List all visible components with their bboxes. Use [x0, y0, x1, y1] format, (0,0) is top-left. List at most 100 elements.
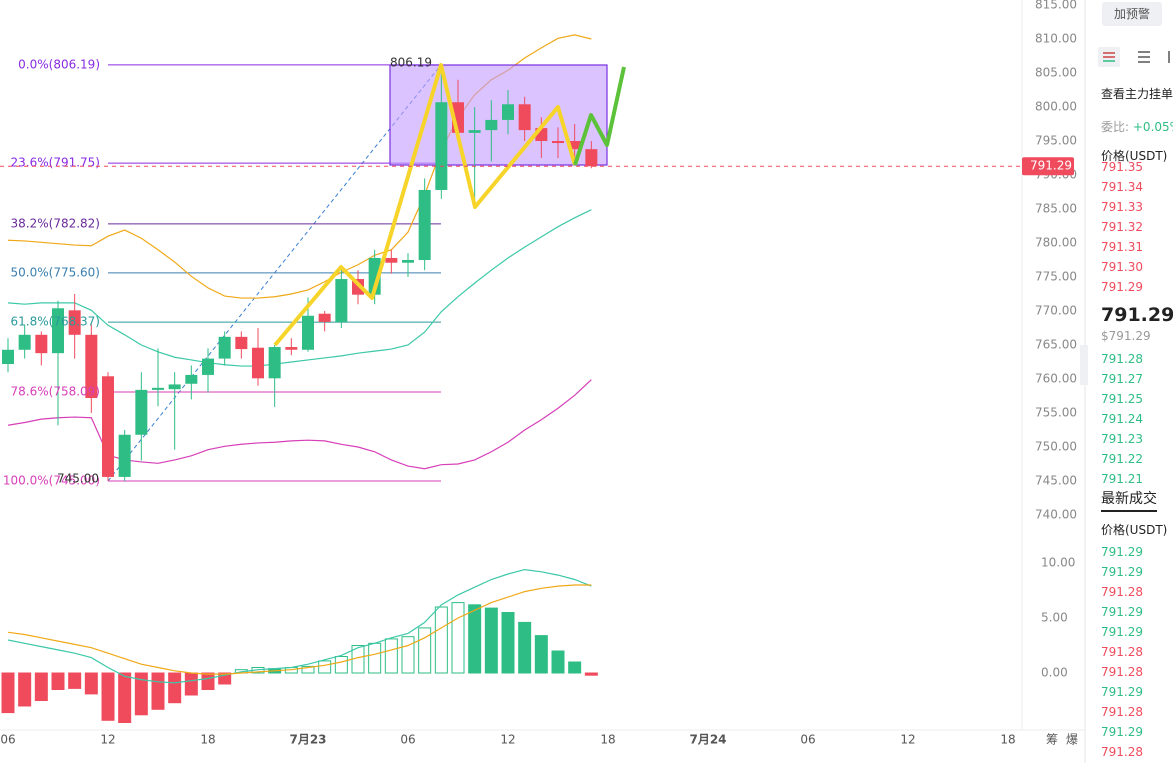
trade-price: 791.29: [1101, 725, 1143, 739]
macd-line: [7, 568, 592, 684]
macd-bar: [584, 672, 598, 676]
x-tick-label: 12: [500, 733, 515, 747]
macd-bar: [568, 661, 582, 674]
ratio-value: +0.05%: [1132, 120, 1173, 134]
order-panel: 加预警 查看主力挂单 委比: +0.05% 价格(USDT) 791.35 791…: [1088, 0, 1173, 763]
fib-label: 23.6%(791.75): [11, 156, 100, 170]
y-tick-label: 785.00: [1035, 202, 1077, 216]
corner-label: 爆: [1066, 733, 1078, 747]
candle-body: [502, 104, 514, 120]
candle-body: [252, 347, 264, 379]
macd-bar: [18, 672, 32, 707]
y-tick-label: 805.00: [1035, 66, 1077, 80]
candle-body: [118, 434, 131, 477]
macd-bar: [301, 665, 315, 674]
trade-price: 791.29: [1101, 625, 1143, 639]
ask-price: 791.29: [1101, 280, 1143, 294]
ask-price: 791.31: [1101, 240, 1143, 254]
corner-label: 筹: [1046, 733, 1058, 747]
macd-bar: [434, 606, 448, 674]
trade-price: 791.29: [1101, 545, 1143, 559]
candle-body: [318, 313, 331, 322]
ask-price: 791.32: [1101, 220, 1143, 234]
candle-body: [152, 387, 164, 390]
candle-body: [285, 347, 298, 350]
macd-bar: [134, 672, 148, 716]
candle-body: [202, 358, 214, 375]
bid-price: 791.23: [1101, 432, 1143, 446]
candle-body: [35, 334, 48, 354]
macd-bar: [401, 636, 415, 674]
ask-price: 791.35: [1101, 160, 1143, 174]
y-tick-label: 765.00: [1035, 338, 1077, 352]
candle-body: [552, 141, 564, 144]
y-tick-label: 780.00: [1035, 236, 1077, 250]
y-tick-label: 0.00: [1041, 666, 1068, 680]
x-tick-label: 06: [800, 733, 815, 747]
macd-bar: [218, 672, 232, 685]
macd-bar: [551, 650, 565, 674]
candle-body: [468, 130, 481, 133]
macd-bar: [201, 672, 215, 690]
trade-price: 791.29: [1101, 685, 1143, 699]
candle-body: [85, 334, 98, 399]
macd-bar: [451, 602, 465, 674]
ask-price: 791.33: [1101, 200, 1143, 214]
candle-body: [18, 334, 31, 350]
trade-price: 791.28: [1101, 585, 1143, 599]
drawn-path: [273, 63, 577, 347]
y-tick-label: 755.00: [1035, 406, 1077, 420]
candle-body: [52, 308, 64, 354]
trades-header: 价格(USDT): [1101, 523, 1168, 537]
collapse-toggle[interactable]: [1080, 345, 1088, 385]
candle-body: [402, 260, 414, 263]
macd-bar: [501, 612, 515, 674]
macd-bar: [101, 672, 115, 721]
drawn-path: [573, 66, 626, 166]
alert-button[interactable]: 加预警: [1102, 2, 1162, 26]
trade-price: 791.29: [1101, 605, 1143, 619]
fib-label: 38.2%(782.82): [11, 216, 100, 230]
candle-body: [102, 376, 114, 477]
macd-bar: [118, 672, 132, 723]
x-tick-label: 12: [900, 733, 915, 747]
bid-price: 791.21: [1101, 472, 1143, 486]
bid-price: 791.22: [1101, 452, 1143, 466]
fib-label: 61.8%(768.37): [11, 315, 100, 329]
candle-body: [218, 336, 231, 359]
candle-body: [268, 347, 281, 379]
candle-body: [585, 149, 598, 167]
x-tick-label: 12: [100, 733, 115, 747]
y-tick-label: 10.00: [1041, 556, 1075, 570]
y-tick-label: 740.00: [1035, 508, 1077, 522]
macd-bar: [468, 604, 482, 674]
fib-label: 78.6%(758.09): [11, 384, 100, 398]
y-tick-label: 5.00: [1041, 611, 1068, 625]
macd-line: [7, 584, 592, 675]
bid-price: 791.25: [1101, 392, 1143, 406]
macd-bar: [184, 672, 198, 696]
x-tick-label: 7月24: [689, 733, 726, 747]
candle-body: [335, 279, 348, 322]
main-orders[interactable]: 查看主力挂单: [1101, 87, 1173, 101]
trade-price: 791.28: [1101, 645, 1143, 659]
macd-bar: [168, 672, 182, 704]
candle-body: [235, 336, 248, 350]
last-price: 791.29: [1101, 304, 1173, 326]
last-price-tag: [1022, 157, 1074, 176]
last-usd: $791.29: [1101, 329, 1151, 343]
macd-bar: [334, 656, 348, 674]
macd-bar: [484, 607, 498, 674]
bid-price: 791.27: [1101, 372, 1143, 386]
macd-bar: [1, 672, 15, 714]
macd-bar: [84, 672, 98, 695]
ratio-label: 委比:: [1101, 120, 1130, 134]
y-tick-label: 800.00: [1035, 100, 1077, 114]
fib-label: 0.0%(806.19): [18, 57, 100, 71]
trades-title[interactable]: 最新成交: [1101, 491, 1157, 507]
macd-bar: [34, 672, 48, 701]
x-tick-label: 18: [200, 733, 215, 747]
trade-price: 791.29: [1101, 565, 1143, 579]
trade-price: 791.28: [1101, 665, 1143, 679]
candle-body: [168, 384, 181, 390]
